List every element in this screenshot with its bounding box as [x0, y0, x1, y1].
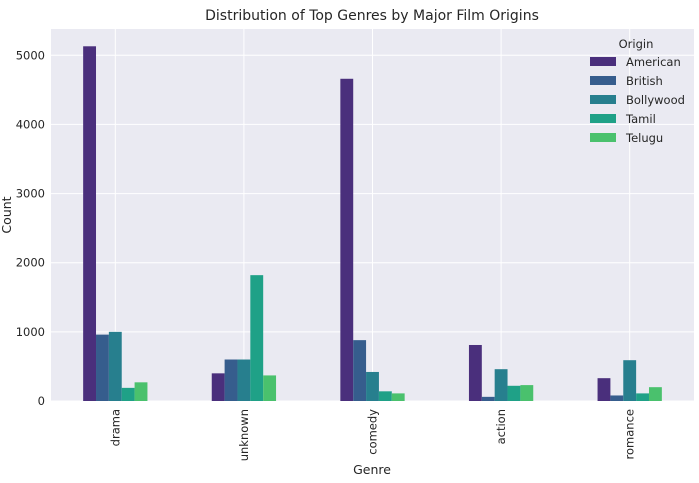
x-tick-label: comedy — [366, 409, 380, 455]
legend-title: Origin — [619, 37, 654, 51]
bar-action-british — [481, 396, 495, 401]
bar-romance-american — [597, 378, 611, 401]
bar-unknown-british — [224, 359, 238, 401]
bar-action-tamil — [507, 385, 521, 401]
bar-romance-british — [610, 395, 624, 401]
bar-unknown-telugu — [263, 375, 277, 401]
legend-swatch-bollywood — [590, 95, 616, 104]
bar-comedy-telugu — [391, 393, 405, 401]
bar-comedy-british — [353, 340, 367, 401]
y-tick-label: 0 — [38, 394, 45, 408]
legend-label: Tamil — [625, 112, 656, 126]
bar-drama-tamil — [121, 387, 135, 401]
y-tick-label: 3000 — [16, 187, 45, 201]
bar-action-telugu — [520, 385, 534, 401]
legend-label: Telugu — [625, 131, 663, 145]
y-tick-label: 4000 — [16, 117, 45, 131]
y-tick-label: 5000 — [16, 48, 45, 62]
bar-action-american — [468, 344, 482, 401]
bar-comedy-tamil — [378, 391, 392, 401]
bar-romance-tamil — [636, 393, 649, 401]
bar-drama-bollywood — [108, 331, 122, 401]
y-tick-label: 1000 — [16, 325, 45, 339]
bar-romance-bollywood — [623, 360, 637, 401]
legend-swatch-telugu — [590, 133, 616, 142]
y-axis-label: Count — [0, 196, 14, 233]
x-tick-label: drama — [108, 409, 122, 446]
bar-comedy-american — [340, 78, 354, 401]
grid-lines — [51, 29, 694, 402]
legend-swatch-american — [590, 57, 616, 66]
bars — [83, 46, 662, 401]
legend-label: Bollywood — [626, 93, 685, 107]
bar-action-bollywood — [494, 369, 508, 401]
bar-drama-telugu — [134, 382, 148, 401]
bar-comedy-bollywood — [366, 371, 379, 401]
x-axis-ticks: drama unknown comedy action romance — [108, 409, 636, 461]
legend-items: American British Bollywood Tamil Telugu — [590, 55, 685, 145]
bar-drama-british — [96, 334, 109, 401]
bar-unknown-american — [211, 373, 225, 401]
legend-swatch-tamil — [590, 114, 616, 123]
bar-romance-telugu — [648, 387, 662, 401]
x-tick-label: action — [494, 409, 508, 444]
legend-label: American — [626, 55, 681, 69]
x-tick-label: unknown — [237, 409, 251, 461]
bar-unknown-tamil — [250, 275, 264, 401]
y-axis-ticks: 0 1000 2000 3000 4000 5000 — [16, 48, 45, 408]
x-tick-label: romance — [623, 409, 637, 459]
legend-label: British — [626, 74, 663, 88]
y-tick-label: 2000 — [16, 256, 45, 270]
x-axis-label: Genre — [353, 462, 391, 477]
bar-unknown-bollywood — [237, 359, 251, 401]
legend: Origin American British Bollywood Tamil Telu… — [590, 37, 685, 145]
chart-title: Distribution of Top Genres by Major Film… — [205, 8, 539, 24]
legend-swatch-british — [590, 76, 616, 85]
bar-drama-american — [83, 46, 97, 401]
